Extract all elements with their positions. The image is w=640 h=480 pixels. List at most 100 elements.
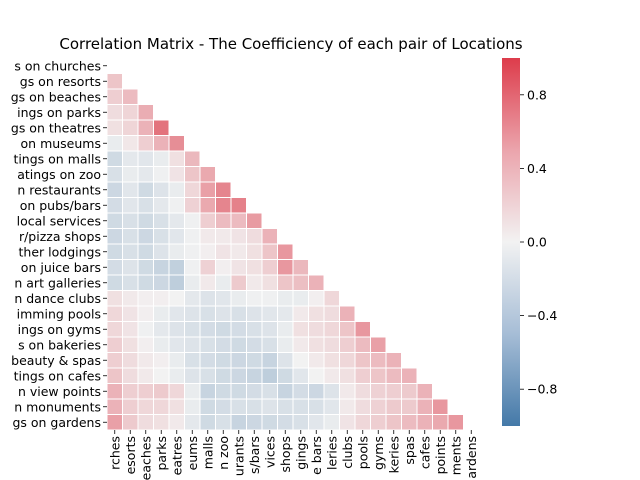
heatmap-cell [401,414,418,431]
heatmap-cell [292,367,309,384]
heatmap-cell [153,290,170,307]
heatmap-cell [354,367,371,384]
heatmap-cell [230,197,247,214]
heatmap-cell [215,274,232,291]
heatmap-cell [199,321,216,338]
heatmap-cell [106,274,123,291]
heatmap-cell [401,383,418,400]
heatmap-cell [122,166,139,183]
colorbar-tick-label: 0.4 [527,161,547,176]
row-label: on pubs/bars [20,198,101,213]
heatmap-cell [153,352,170,369]
heatmap-cell [106,259,123,276]
row-label: gs on theatres [11,120,101,135]
heatmap-cell [292,398,309,415]
heatmap-cell [184,228,201,245]
heatmap-cell [385,414,402,431]
heatmap-cell [308,274,325,291]
column-label: urants [231,436,246,476]
row-label: ings on parks [17,105,101,120]
heatmap-cell [230,321,247,338]
column-label: rches [107,436,122,470]
heatmap-cell [184,414,201,431]
heatmap-cell [168,414,185,431]
heatmap-cell [215,243,232,260]
heatmap-cell [339,321,356,338]
heatmap-cell [122,135,139,152]
heatmap-cell [215,197,232,214]
heatmap-cell [137,135,154,152]
heatmap-cell [385,383,402,400]
row-label: s on bakeries [18,337,101,352]
heatmap-cell [184,166,201,183]
heatmap-cell [246,212,263,229]
heatmap-cell [168,352,185,369]
heatmap-cell [432,414,449,431]
heatmap-cell [308,321,325,338]
column-label: eaches [138,436,153,480]
heatmap-cell [184,259,201,276]
heatmap-cell [168,259,185,276]
heatmap-cell [184,197,201,214]
column-label: n zoo [216,436,231,470]
heatmap-cell [137,321,154,338]
heatmap-cell [168,181,185,198]
heatmap-cell [401,367,418,384]
heatmap-cell [137,150,154,167]
heatmap-cell [153,119,170,136]
heatmap-cell [323,336,340,353]
heatmap-cell [261,259,278,276]
column-label: malls [200,436,215,469]
heatmap-cell [277,352,294,369]
heatmap-cell [153,150,170,167]
row-label: tings on cafes [14,368,101,383]
heatmap-cell [246,414,263,431]
heatmap-cell [230,228,247,245]
row-label: r/pizza shops [19,229,101,244]
heatmap-cell [339,305,356,322]
heatmap-cell [215,290,232,307]
colorbar-tick-label: 0.0 [527,235,547,250]
heatmap-cell [215,321,232,338]
heatmap-cell [153,212,170,229]
heatmap-cell [261,383,278,400]
heatmap-cell [385,352,402,369]
column-labels: rches esorts eaches parks eatres eums malls n z… [107,430,479,480]
column-label: leries [324,436,339,470]
column-label: gyms [371,436,386,470]
heatmap-cell [199,383,216,400]
colorbar: 0.8 0.4 0.0 −0.4 −0.8 [502,58,557,426]
heatmap-cell [308,336,325,353]
heatmap-cell [370,336,387,353]
heatmap-cell [106,73,123,90]
heatmap-cell [199,352,216,369]
heatmap-cell [339,414,356,431]
row-label: n monuments [14,399,101,414]
heatmap-cell [184,181,201,198]
heatmap-cell [230,352,247,369]
heatmap-cell [354,398,371,415]
heatmap-cell [153,135,170,152]
heatmap-cell [292,305,309,322]
heatmap-cell [277,259,294,276]
heatmap-cell [153,197,170,214]
heatmap-cell [199,166,216,183]
heatmap-cell [168,150,185,167]
heatmap-cell [215,383,232,400]
row-label: gs on resorts [20,74,101,89]
heatmap-cell [308,290,325,307]
heatmap-cell [153,228,170,245]
heatmap-cell [246,367,263,384]
heatmap-cell [199,367,216,384]
heatmap-cell [137,212,154,229]
heatmap-cell [168,135,185,152]
heatmap-cell [199,228,216,245]
heatmap-cell [308,352,325,369]
heatmap-cell [153,259,170,276]
row-label: s on churches [14,58,101,73]
heatmap-cell [106,290,123,307]
heatmap-cell [323,305,340,322]
heatmap-cell [199,181,216,198]
heatmap-cell [184,150,201,167]
